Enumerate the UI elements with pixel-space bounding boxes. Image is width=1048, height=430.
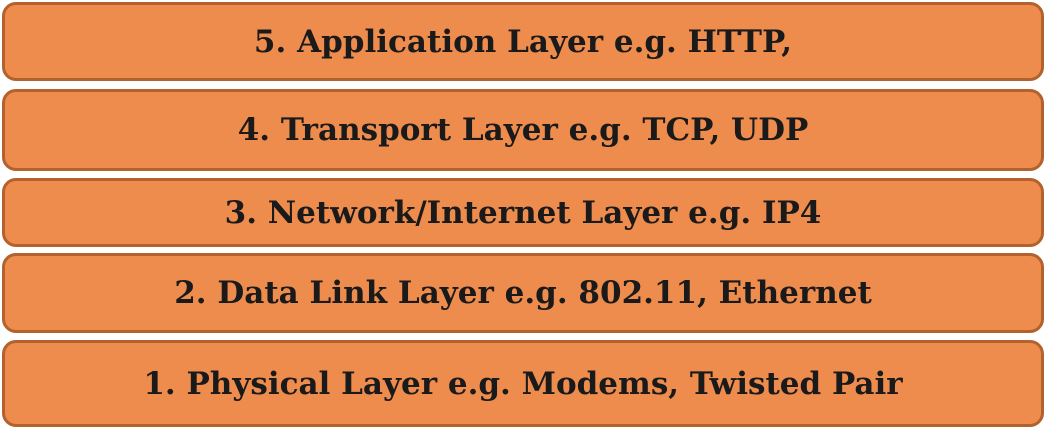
- layer-4-transport: 4. Transport Layer e.g. TCP, UDP: [2, 89, 1044, 171]
- layer-2-label: 2. Data Link Layer e.g. 802.11, Ethernet: [174, 275, 872, 311]
- layer-5-label: 5. Application Layer e.g. HTTP,: [253, 23, 793, 60]
- layer-3-network: 3. Network/Internet Layer e.g. IP4: [2, 178, 1044, 247]
- layer-4-label: 4. Transport Layer e.g. TCP, UDP: [237, 112, 809, 148]
- layer-5-application: 5. Application Layer e.g. HTTP,: [2, 2, 1044, 81]
- layer-2-data-link: 2. Data Link Layer e.g. 802.11, Ethernet: [2, 253, 1044, 333]
- layer-1-physical: 1. Physical Layer e.g. Modems, Twisted P…: [2, 340, 1044, 427]
- layer-1-label: 1. Physical Layer e.g. Modems, Twisted P…: [143, 365, 903, 402]
- layer-3-label: 3. Network/Internet Layer e.g. IP4: [224, 194, 822, 231]
